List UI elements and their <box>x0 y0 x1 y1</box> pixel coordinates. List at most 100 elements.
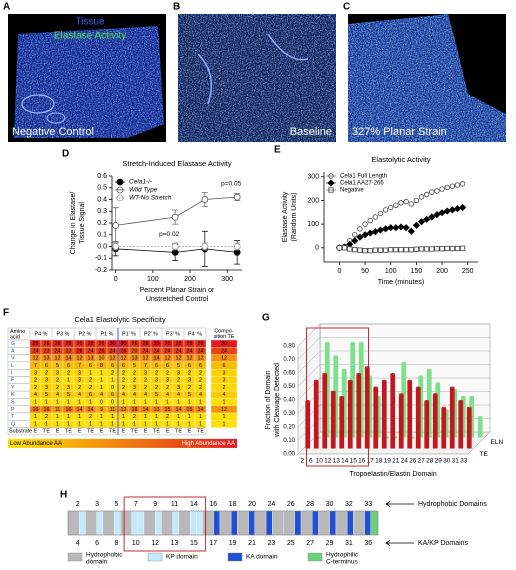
cell-value: 1 <box>45 399 48 405</box>
cell-value: 15 <box>187 407 193 413</box>
domain-segment <box>237 510 249 536</box>
x-tick-label: 200 <box>184 276 196 283</box>
bar <box>469 397 475 438</box>
y-tick-label: 0.40 <box>283 398 295 404</box>
domain-number: 15 <box>190 540 198 547</box>
bar <box>333 356 339 438</box>
cell-value: 1 <box>188 421 191 427</box>
corner-header: acid <box>10 334 20 340</box>
substrate-label: Substrate <box>9 429 32 435</box>
domain-segment <box>114 510 121 536</box>
bar-top <box>407 379 413 383</box>
bar <box>381 381 387 449</box>
cell-value: 6 <box>89 392 92 398</box>
cell-value: 1 <box>144 399 147 405</box>
substrate: TE <box>43 429 50 435</box>
marker <box>233 193 241 201</box>
cell-value: 12 <box>33 356 39 362</box>
cell-value: 3 <box>78 370 81 376</box>
amino-acid: Q <box>11 421 15 427</box>
marker <box>367 217 373 224</box>
domain-number: 26 <box>287 501 295 508</box>
domain-segment <box>312 510 319 536</box>
position-header: P3' % <box>166 331 180 337</box>
marker <box>429 246 435 252</box>
cell-value: 4 <box>34 392 37 398</box>
bar-top <box>358 341 364 345</box>
cell-value: 6 <box>122 363 125 369</box>
cell-value: 12 <box>165 356 171 362</box>
comp-value: 30 <box>221 341 227 347</box>
bar-top <box>441 406 447 410</box>
cell-value: 2 <box>56 378 59 384</box>
comp-cell <box>210 420 238 428</box>
cell-value: 2 <box>122 385 125 391</box>
legend-label: Cela1 Full Length <box>340 174 387 180</box>
domain-segment <box>294 510 302 536</box>
marker <box>356 233 364 241</box>
y-tick-label: 0.0 <box>97 243 107 250</box>
bar <box>375 397 381 438</box>
domain-segment <box>300 510 313 536</box>
cell-value: 1 <box>188 414 191 420</box>
position-header: P2' % <box>144 331 158 337</box>
chart-title: Stretch-Induced Elastase Activity <box>122 159 231 168</box>
cell-value: 1 <box>45 421 48 427</box>
marker <box>341 245 348 251</box>
cell-value: 1 <box>34 414 37 420</box>
marker <box>201 243 209 250</box>
bar <box>313 381 319 449</box>
cell-value: 24 <box>198 348 204 354</box>
domain-number: 4 <box>76 540 80 547</box>
amino-acid: K <box>11 392 15 398</box>
x-tick-label: 31 <box>452 458 460 465</box>
cell-value: 5 <box>67 392 70 398</box>
arrow-label: KA/KP Domains <box>418 540 469 547</box>
domain-number: 14 <box>190 501 198 508</box>
cell-value: 16 <box>132 407 138 413</box>
panel-letter: D <box>62 149 69 160</box>
bar <box>432 394 438 449</box>
bar <box>466 408 472 449</box>
domain-number: 24 <box>268 501 276 508</box>
domain-number: 13 <box>171 540 179 547</box>
marker <box>112 243 120 250</box>
legend-swatch <box>307 552 323 562</box>
domain-number: 12 <box>151 540 159 547</box>
cell-value: 2 <box>89 385 92 391</box>
cell-value: 2 <box>122 378 125 384</box>
domain-segment <box>335 510 348 536</box>
series-label: TE <box>480 451 489 458</box>
bar-top <box>432 393 438 396</box>
amino-acid: A <box>11 348 15 354</box>
bar-top <box>339 396 345 399</box>
marker <box>459 203 467 212</box>
marker <box>347 246 353 252</box>
cell-value: 4 <box>199 392 202 398</box>
x-tick-label: 33 <box>460 458 468 465</box>
cell-value: 30 <box>154 341 160 347</box>
y-axis-label: with Cleavage Detected <box>274 363 281 438</box>
cell-value: 1 <box>166 421 169 427</box>
cell-value: 6 <box>111 363 114 369</box>
comp-value: 3 <box>223 378 226 384</box>
comp-value: 12 <box>221 356 227 362</box>
bar-top <box>390 373 396 376</box>
marker <box>377 210 384 217</box>
domain-number: 31 <box>345 540 353 547</box>
y-tick-label: -0.2 <box>95 267 107 274</box>
domain-segment <box>102 510 115 536</box>
cell-value: 6 <box>111 392 114 398</box>
x-tick-label: 29 <box>435 458 443 465</box>
legend-label: KA domain <box>246 554 278 561</box>
cell-value: 13 <box>88 356 94 362</box>
domain-segment <box>254 510 267 536</box>
domain-segment <box>364 510 371 536</box>
amino-acid: F <box>11 378 15 384</box>
cell-value: 3 <box>34 370 37 376</box>
position-header: P2 % <box>79 331 92 337</box>
cell-value: 3 <box>177 385 180 391</box>
x-tick-label: 2 <box>300 458 304 465</box>
cell-value: 4 <box>133 392 136 398</box>
cell-value: 2 <box>122 370 125 376</box>
